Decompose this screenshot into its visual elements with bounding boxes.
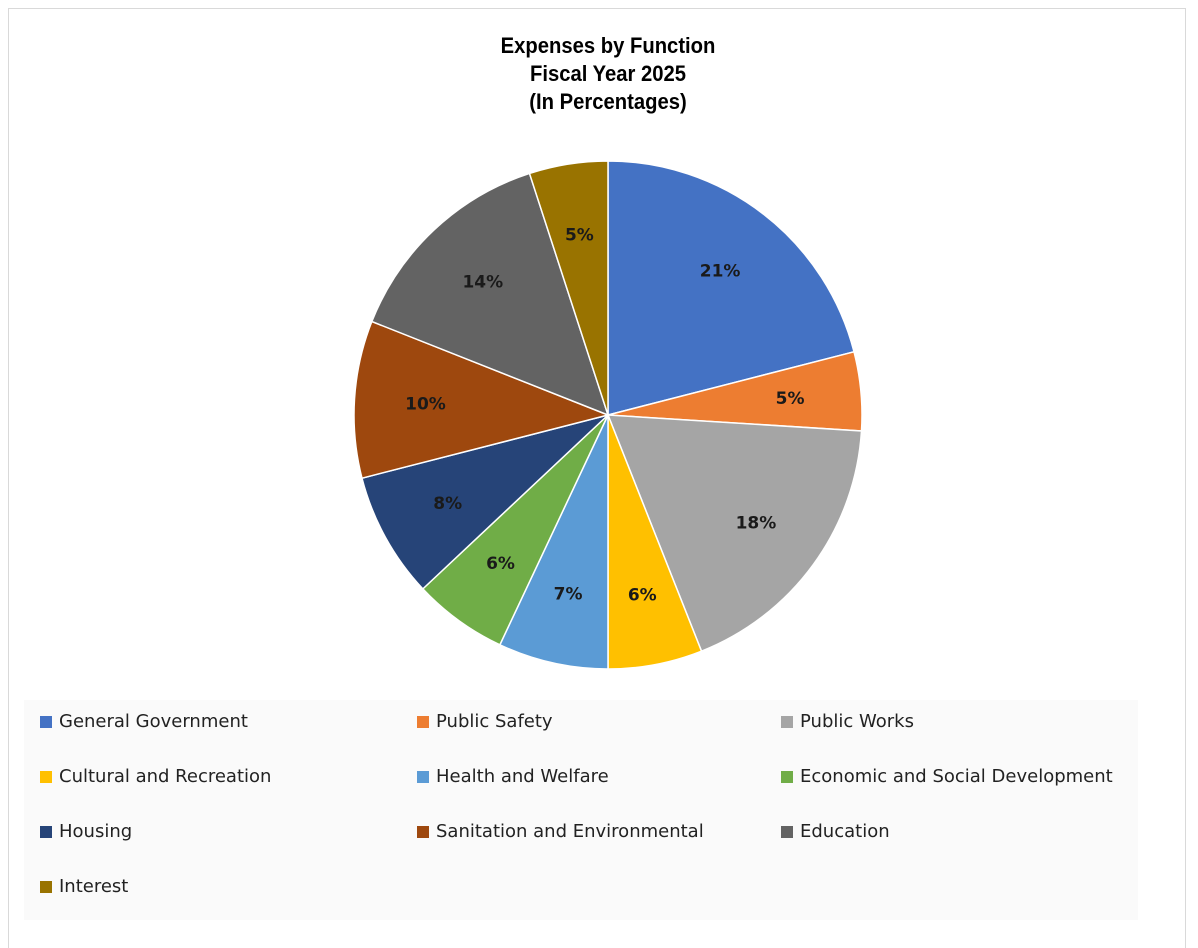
legend-item-2: Public Safety — [417, 711, 553, 732]
legend-item-6: Economic and Social Development — [781, 766, 1113, 787]
pie-slice-1 — [607, 160, 855, 416]
legend-label: Health and Welfare — [436, 766, 609, 787]
data-label-8: 10% — [405, 395, 446, 415]
legend-swatch — [40, 715, 52, 728]
data-label-4: 6% — [628, 586, 657, 606]
legend-swatch — [781, 770, 793, 783]
chart-title-line-3: (In Percentages) — [529, 89, 687, 114]
data-label-7: 8% — [433, 494, 462, 514]
legend-label: Sanitation and Environmental — [436, 821, 704, 842]
data-label-1: 21% — [700, 261, 741, 281]
legend-label: Cultural and Recreation — [59, 766, 272, 787]
pie-slice-8 — [353, 320, 611, 480]
chart-title: Expenses by Function Fiscal Year 2025 (I… — [49, 32, 1168, 116]
data-label-2: 5% — [776, 389, 805, 409]
legend-swatch — [40, 880, 52, 893]
legend-swatch — [781, 715, 793, 728]
legend-swatch — [40, 825, 52, 838]
data-label-6: 6% — [486, 554, 515, 574]
legend-swatch — [417, 825, 429, 838]
data-label-5: 7% — [554, 584, 583, 604]
legend-item-9: Education — [781, 821, 890, 842]
legend-swatch — [40, 770, 52, 783]
legend-item-1: General Government — [40, 711, 248, 732]
pie-slice-5 — [498, 414, 609, 670]
legend-item-10: Interest — [40, 876, 128, 897]
legend-item-7: Housing — [40, 821, 132, 842]
chart-title-line-1: Expenses by Function — [500, 33, 716, 58]
legend-background — [24, 700, 1138, 920]
legend-label: Interest — [59, 876, 129, 897]
legend-item-4: Cultural and Recreation — [40, 766, 271, 787]
chart-frame — [8, 8, 1186, 948]
pie-slice-3 — [606, 414, 863, 653]
pie-slice-10 — [528, 160, 609, 416]
legend-label: Economic and Social Development — [800, 766, 1113, 787]
legend-item-5: Health and Welfare — [417, 766, 609, 787]
legend-label: Education — [800, 821, 890, 842]
chart-title-line-2: Fiscal Year 2025 — [529, 61, 687, 86]
legend-swatch — [781, 825, 793, 838]
legend-label: General Government — [59, 711, 248, 732]
data-label-9: 14% — [462, 273, 503, 293]
legend-label: Housing — [59, 821, 133, 842]
data-label-10: 5% — [565, 225, 594, 245]
pie-chart: 21% 5% 18% 6% 7% 6% 8% 10% 14% 5% — [353, 160, 863, 670]
legend-label: Public Safety — [436, 711, 553, 732]
legend-label: Public Works — [800, 711, 914, 732]
pie-slice-7 — [361, 414, 609, 590]
legend-item-3: Public Works — [781, 711, 914, 732]
legend-swatch — [417, 770, 429, 783]
data-label-3: 18% — [736, 513, 777, 533]
legend-swatch — [417, 715, 429, 728]
legend-item-8: Sanitation and Environmental — [417, 821, 704, 842]
